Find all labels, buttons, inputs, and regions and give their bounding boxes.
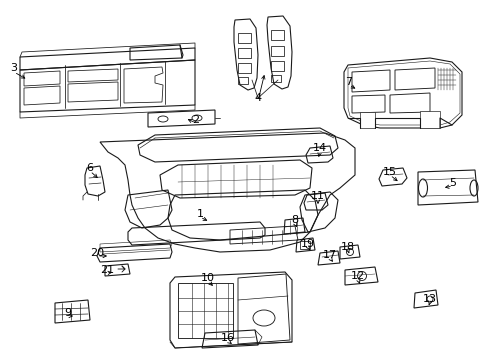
Bar [238,48,250,58]
Text: 16: 16 [221,333,235,343]
Text: 18: 18 [340,242,354,252]
Text: 21: 21 [100,265,114,275]
Text: 15: 15 [382,167,396,177]
Text: 4: 4 [254,93,261,103]
Text: 19: 19 [300,239,314,249]
Text: 11: 11 [310,191,325,201]
Text: 9: 9 [64,308,71,318]
Bar [270,46,284,56]
Bar [238,77,247,84]
Bar [178,283,232,338]
Bar [270,61,284,71]
Text: 12: 12 [350,271,365,281]
Text: 2: 2 [192,115,199,125]
Bar [238,63,250,73]
Text: 8: 8 [291,215,298,225]
Text: 3: 3 [10,63,18,73]
Bar [270,30,284,40]
Text: 5: 5 [448,178,456,188]
Polygon shape [359,112,374,128]
Text: 13: 13 [422,294,436,304]
Text: 1: 1 [196,209,203,219]
Text: 7: 7 [345,77,352,87]
Bar [238,33,250,43]
Text: 6: 6 [86,163,93,173]
Text: 14: 14 [312,143,326,153]
Text: 17: 17 [322,250,336,260]
Polygon shape [419,111,439,128]
Bar [270,75,281,82]
Text: 10: 10 [201,273,215,283]
Text: 20: 20 [90,248,104,258]
Bar [299,241,309,249]
